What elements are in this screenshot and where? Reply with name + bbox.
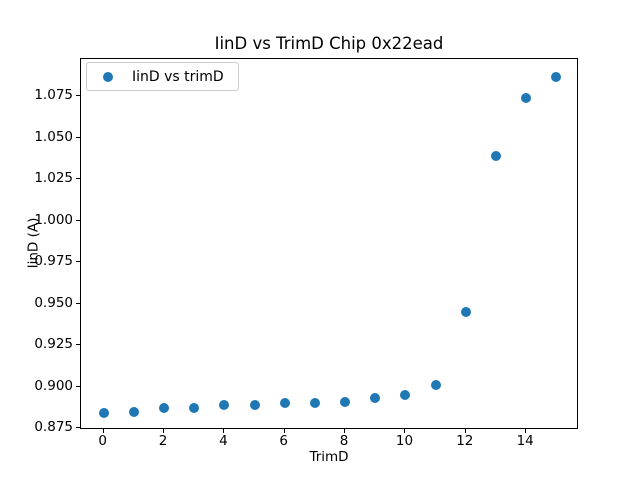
data-point <box>400 390 411 400</box>
y-tick-label: 0.950 <box>34 294 73 311</box>
x-tick-label: 2 <box>158 433 168 449</box>
y-tick-label: 1.050 <box>34 128 73 145</box>
y-tick-mark <box>76 219 80 221</box>
x-tick-label: 6 <box>279 433 289 449</box>
data-point <box>128 406 139 417</box>
x-tick-label: 8 <box>339 433 349 449</box>
x-tick-label: 14 <box>516 433 534 449</box>
x-tick-mark <box>223 429 225 433</box>
x-tick-label: 4 <box>219 433 228 449</box>
y-tick-mark <box>76 95 80 97</box>
y-tick-mark <box>76 427 80 429</box>
x-axis-label: TrimD <box>309 449 349 465</box>
x-tick-mark <box>404 429 406 433</box>
data-point <box>460 307 471 318</box>
x-tick-label: 0 <box>98 433 107 449</box>
data-point <box>309 398 320 409</box>
data-point <box>491 151 501 162</box>
data-point <box>340 396 351 407</box>
x-tick-mark <box>344 429 346 433</box>
y-tick-mark <box>76 261 80 263</box>
plot-area: IinD vs trimD <box>80 58 578 429</box>
data-point <box>159 403 169 414</box>
data-point <box>551 71 562 82</box>
data-point <box>521 93 532 104</box>
y-tick-label: 0.925 <box>34 336 73 353</box>
y-tick-label: 0.875 <box>34 419 73 436</box>
y-tick-label: 0.900 <box>34 377 73 394</box>
y-tick-label: 1.000 <box>34 211 73 228</box>
chart-title: IinD vs TrimD Chip 0x22ead <box>214 34 444 53</box>
y-tick-mark <box>76 385 80 387</box>
x-tick-mark <box>525 429 527 433</box>
y-tick-label: 0.975 <box>34 253 73 270</box>
data-point <box>430 380 441 391</box>
x-tick-mark <box>283 429 285 433</box>
data-point <box>279 398 290 409</box>
y-tick-mark <box>76 136 80 138</box>
y-tick-mark <box>76 178 80 180</box>
y-tick-mark <box>76 344 80 346</box>
x-tick-mark <box>163 429 164 433</box>
legend-marker-dot <box>103 71 113 82</box>
x-tick-label: 10 <box>395 433 414 449</box>
legend[interactable]: IinD vs trimD <box>86 62 239 91</box>
y-tick-label: 1.025 <box>34 170 73 187</box>
x-tick-label: 12 <box>456 433 474 449</box>
data-point <box>189 403 200 414</box>
data-point <box>249 399 260 410</box>
y-tick-mark <box>76 302 80 304</box>
data-point <box>370 393 381 404</box>
x-tick-mark <box>464 429 466 433</box>
x-tick-mark <box>102 429 104 433</box>
legend-label: IinD vs trimD <box>132 68 224 85</box>
data-point <box>219 399 230 410</box>
data-point <box>98 408 109 419</box>
y-tick-label: 1.075 <box>34 87 73 104</box>
